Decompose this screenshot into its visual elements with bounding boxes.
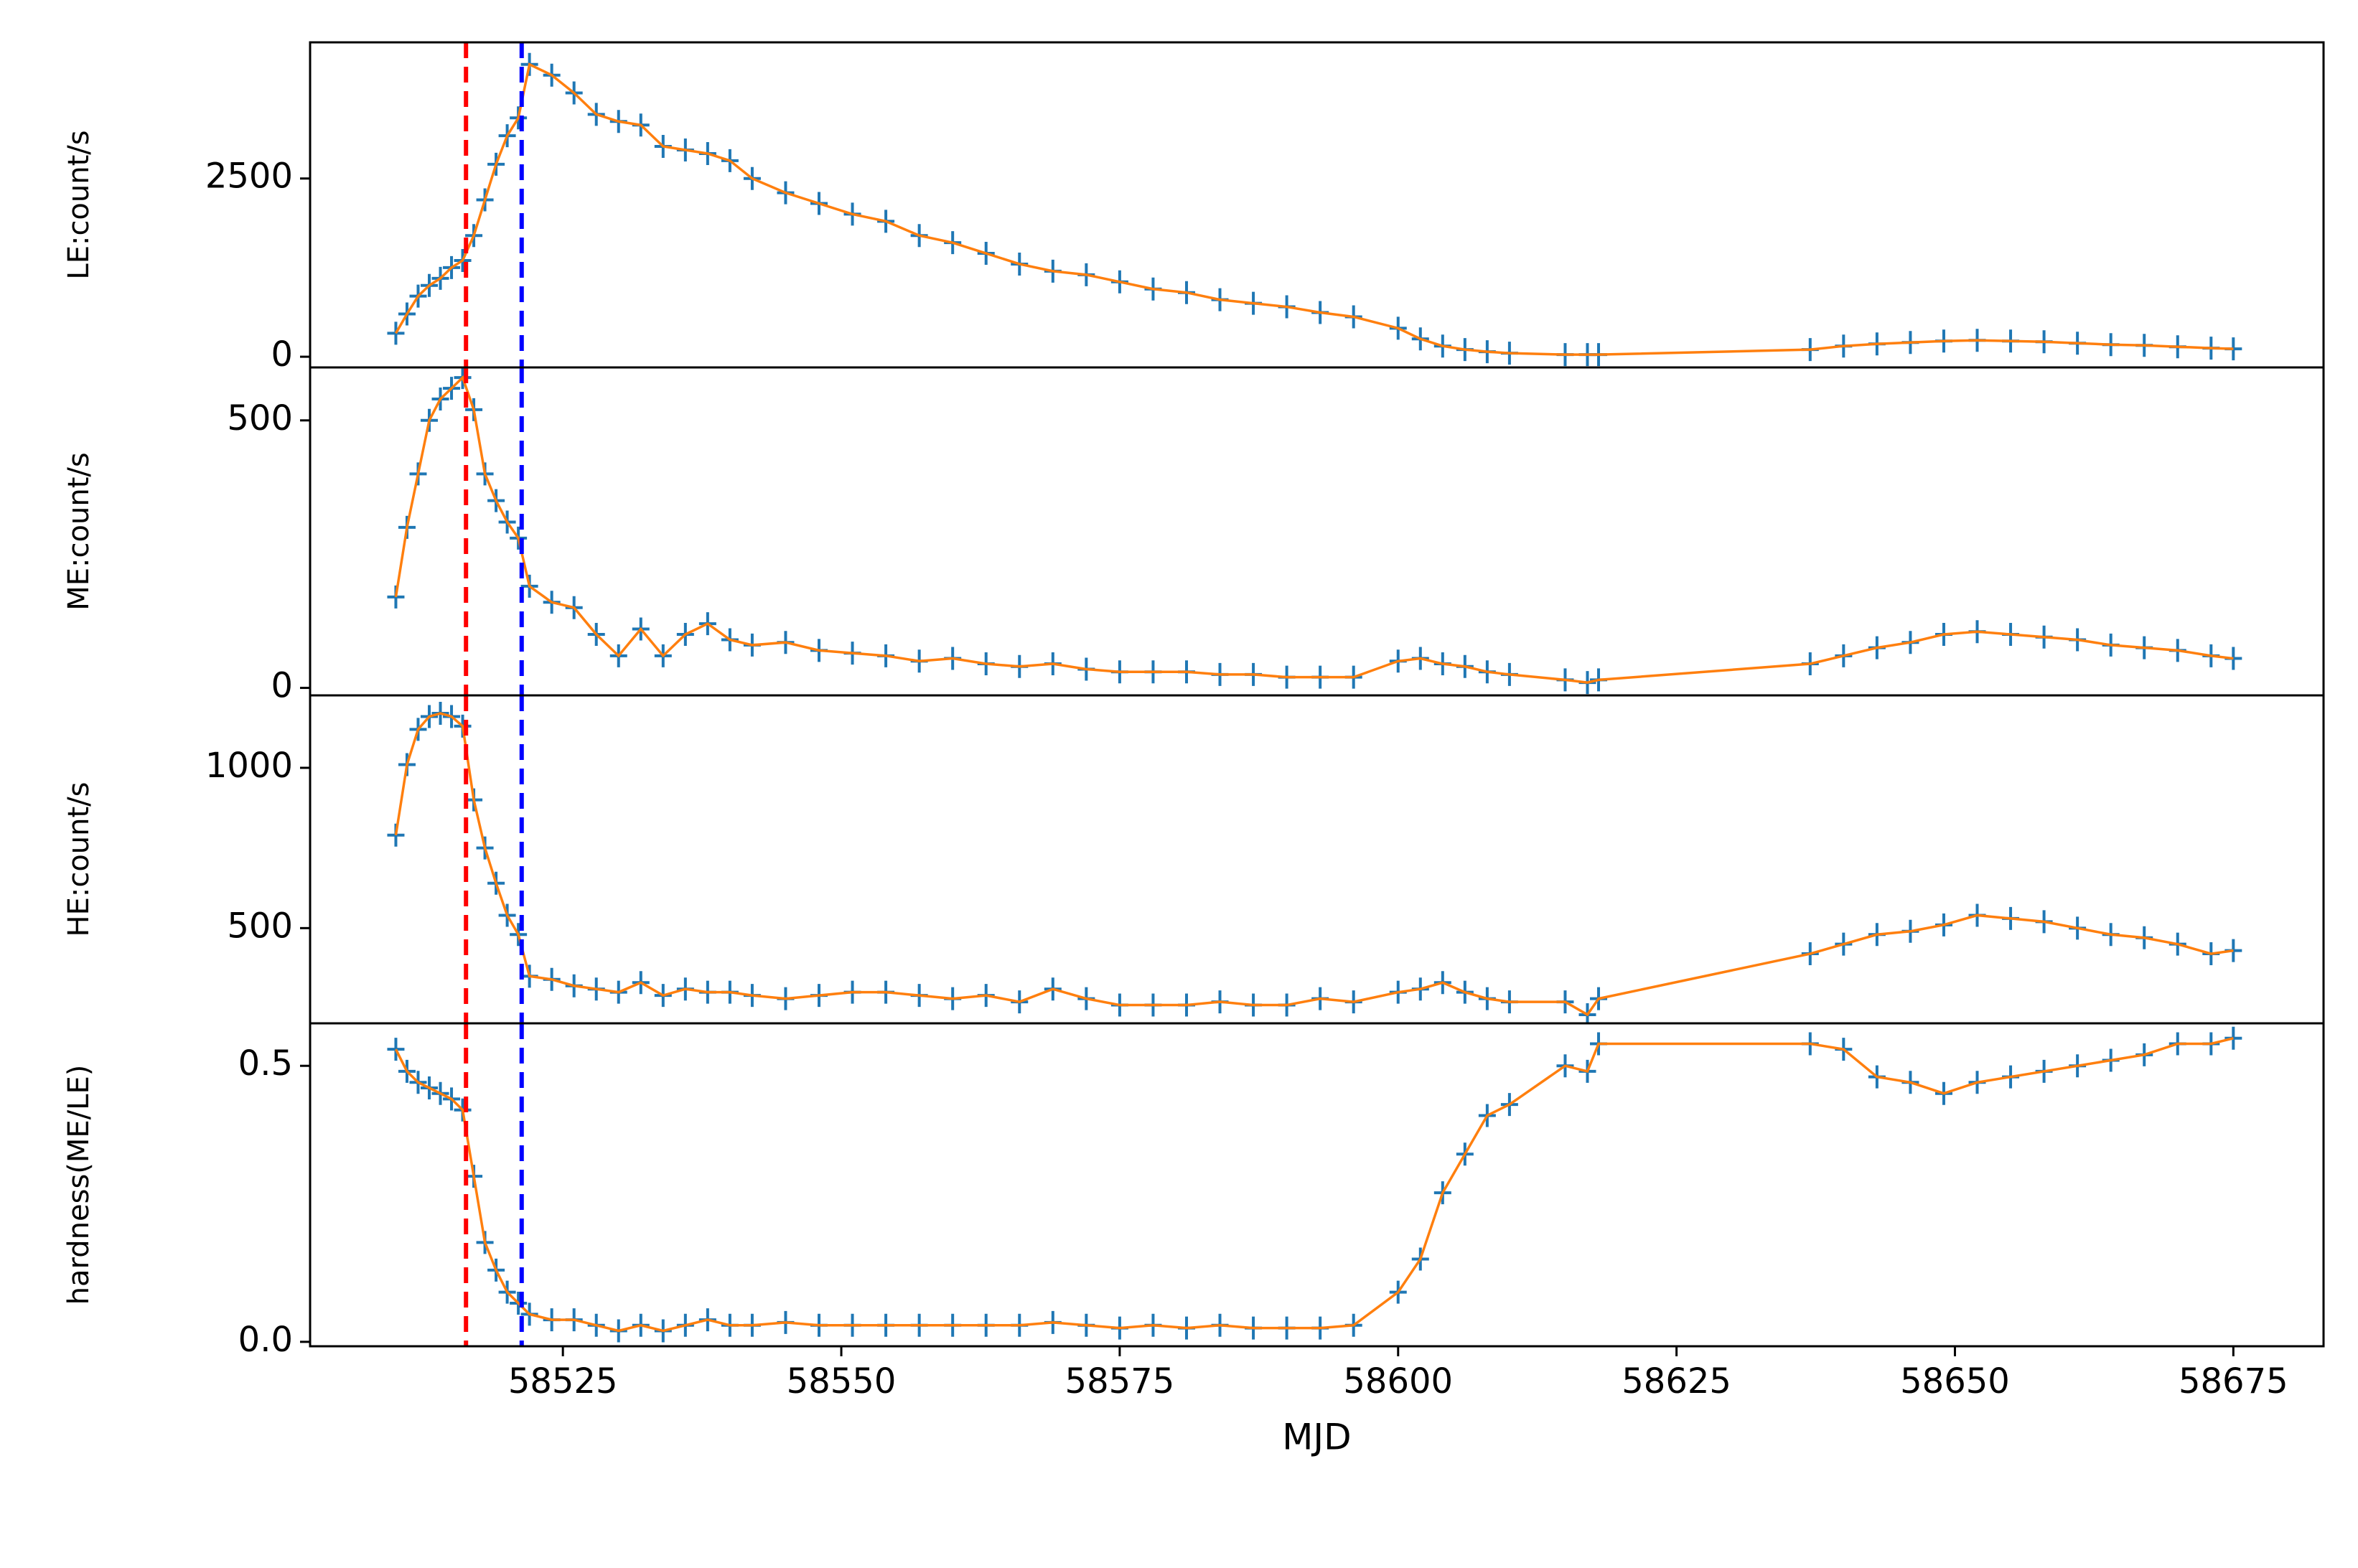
y-axis-label: LE:count/s: [62, 130, 95, 279]
x-tick-label: 58625: [1622, 1361, 1731, 1402]
axes-frame: [309, 41, 2325, 369]
data-line: [394, 62, 2234, 356]
y-tick-label: 2500: [205, 156, 293, 197]
data-line: [394, 1037, 2234, 1333]
axes-frame: [309, 694, 2325, 1025]
y-tick-label: 500: [227, 906, 293, 946]
data-line: [394, 375, 2234, 684]
x-tick-label: 58600: [1343, 1361, 1453, 1402]
data-point: [387, 1038, 405, 1061]
axes-frame: [309, 1022, 2325, 1348]
plot-area: [387, 695, 2242, 1023]
x-tick-label: 58675: [2179, 1361, 2288, 1402]
axes-frame: [309, 366, 2325, 697]
y-tick-label: 0: [271, 666, 293, 706]
x-tick-label: 58550: [787, 1361, 897, 1402]
plot-area: [387, 1023, 2242, 1346]
x-tick-label: 58650: [1900, 1361, 2010, 1402]
x-tick-label: 58525: [508, 1361, 618, 1402]
plot-area: [387, 367, 2242, 695]
y-tick-label: 0: [271, 334, 293, 375]
y-axis-label: HE:count/s: [62, 782, 95, 937]
y-tick-label: 0.5: [238, 1043, 293, 1084]
y-tick-label: 1000: [205, 746, 293, 786]
data-line: [394, 712, 2234, 1017]
x-axis-label: MJD: [1282, 1417, 1351, 1458]
y-axis-label: hardness(ME/LE): [62, 1065, 95, 1305]
data-point: [387, 321, 405, 345]
x-tick-label: 58575: [1065, 1361, 1175, 1402]
y-axis-label: ME:count/s: [62, 452, 95, 610]
y-tick-label: 0.0: [238, 1320, 293, 1360]
plot-area: [387, 42, 2242, 367]
y-tick-label: 500: [227, 398, 293, 438]
